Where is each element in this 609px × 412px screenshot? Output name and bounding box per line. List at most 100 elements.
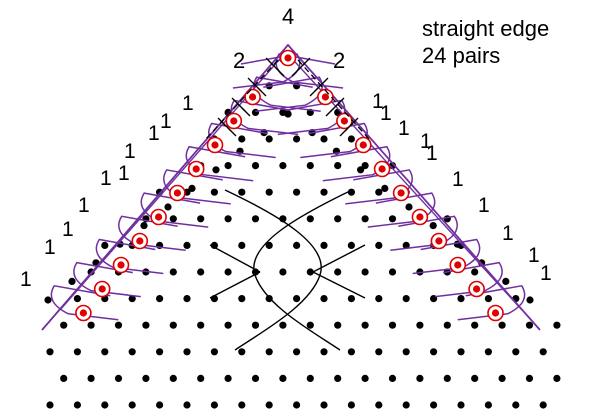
edge-dot-right (429, 222, 437, 230)
title-line-1: straight edge (422, 16, 549, 41)
crossing-thread-e (209, 271, 261, 299)
grid-dot (197, 268, 205, 276)
grid-dot (293, 401, 301, 409)
grid-dot (238, 401, 246, 409)
grid-dot (73, 348, 81, 356)
grid-dot (279, 374, 287, 382)
grid-dot (525, 374, 534, 382)
dashed-guide-left (204, 59, 279, 141)
grid-dot (238, 241, 246, 249)
grid-dot (361, 162, 369, 170)
grid-dot (279, 268, 287, 276)
grid-dot (224, 374, 232, 382)
outer-edge-thread (41, 43, 541, 331)
grid-dot (471, 374, 479, 382)
left-edge-label: 1 (20, 268, 32, 291)
left-edge-label: 1 (160, 110, 172, 133)
edge-pin-group (75, 49, 504, 322)
left-edge-label: 1 (62, 218, 74, 241)
grid-dot (46, 348, 54, 356)
grid-dot (375, 295, 383, 303)
grid-dot (484, 295, 492, 303)
grid-dot (114, 374, 123, 382)
apex-label: 4 (282, 4, 294, 29)
grid-dot (60, 374, 68, 382)
grid-dot (73, 295, 81, 303)
grid-dot (388, 374, 397, 382)
red-pin-left (244, 88, 261, 106)
grid-dot (251, 374, 260, 382)
grid-dot (169, 215, 177, 223)
crossing-thread-f (312, 271, 366, 299)
grid-dot (361, 268, 369, 276)
tick-mark-right (309, 87, 319, 97)
left-edge-label: 1 (118, 162, 130, 185)
grid-dot (471, 321, 479, 329)
grid-dot (402, 348, 410, 356)
grid-dot (156, 348, 164, 356)
grid-dot (156, 295, 164, 303)
grid-dot (251, 162, 260, 170)
grid-dot (293, 135, 301, 143)
red-pin-left (169, 184, 186, 202)
red-pin-right (354, 136, 372, 154)
grid-dot (306, 215, 314, 223)
grid-dot (238, 348, 246, 356)
grid-dot (265, 135, 273, 143)
grid-dot (347, 348, 355, 356)
red-pin-right (449, 256, 467, 274)
apex-pin (279, 49, 297, 67)
grid-dot (128, 295, 136, 303)
grid-dot (197, 374, 205, 382)
grid-dot (347, 135, 355, 143)
grid-dot (224, 321, 232, 329)
grid-dot (498, 321, 506, 329)
grid-dot (402, 401, 410, 409)
left-edge-label: 1 (182, 92, 194, 115)
tick-mark-group (204, 57, 371, 141)
right-edge-label: 1 (426, 142, 438, 165)
red-pin-right (317, 88, 334, 106)
grid-dot (114, 321, 123, 329)
grid-dot (183, 348, 191, 356)
grid-dot (375, 401, 383, 409)
grid-dot (142, 321, 150, 329)
grid-dot (87, 374, 95, 382)
grid-dot (361, 215, 369, 223)
red-pin-left (93, 280, 111, 298)
grid-dot (279, 321, 287, 329)
red-pin-left (131, 232, 149, 250)
edge-dot-left (44, 296, 52, 304)
grid-dot (210, 401, 218, 409)
tick-mark-left (241, 107, 251, 117)
grid-dot (128, 401, 136, 409)
tick-mark-left (227, 127, 237, 137)
grid-dot (512, 401, 520, 409)
grid-dot (416, 321, 424, 329)
grid-dot (430, 401, 438, 409)
grid-dot (375, 188, 383, 196)
grid-dot (361, 321, 369, 329)
red-pin-right (373, 160, 391, 178)
edge-thread-group (41, 43, 541, 331)
grid-dot (484, 401, 492, 409)
right-edge-label: 1 (372, 90, 384, 113)
grid-dot (320, 295, 328, 303)
grid-dot (457, 348, 465, 356)
red-pin-right (392, 184, 410, 202)
grid-dot (320, 348, 328, 356)
left-edge-label: 1 (100, 167, 112, 190)
grid-dot (101, 348, 109, 356)
right-edge-label: 1 (540, 262, 552, 285)
grid-dot (347, 241, 355, 249)
grid-dot (210, 348, 218, 356)
grid-dot (484, 348, 492, 356)
grid-dot (457, 295, 465, 303)
grid-dot (334, 374, 342, 382)
grid-dot (73, 401, 81, 409)
grid-dot (265, 241, 273, 249)
grid-dot (457, 401, 465, 409)
grid-dot (334, 268, 342, 276)
grid-dot (416, 374, 424, 382)
